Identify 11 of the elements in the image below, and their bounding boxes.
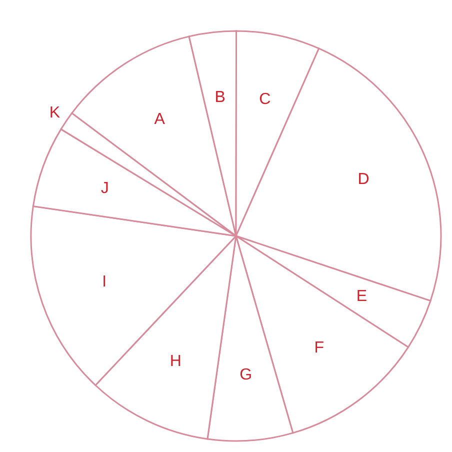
slice-label: I <box>102 273 107 290</box>
slice-label: H <box>170 353 182 370</box>
slice-label: E <box>356 288 368 305</box>
slice-label: D <box>358 171 370 188</box>
slice-label: K <box>49 104 60 122</box>
slice-label: G <box>240 366 252 384</box>
slice-label: J <box>100 180 109 198</box>
slice-label: B <box>214 89 226 106</box>
slice-label: C <box>259 91 271 108</box>
slice-label: F <box>314 339 324 356</box>
slice-label: A <box>154 110 166 128</box>
